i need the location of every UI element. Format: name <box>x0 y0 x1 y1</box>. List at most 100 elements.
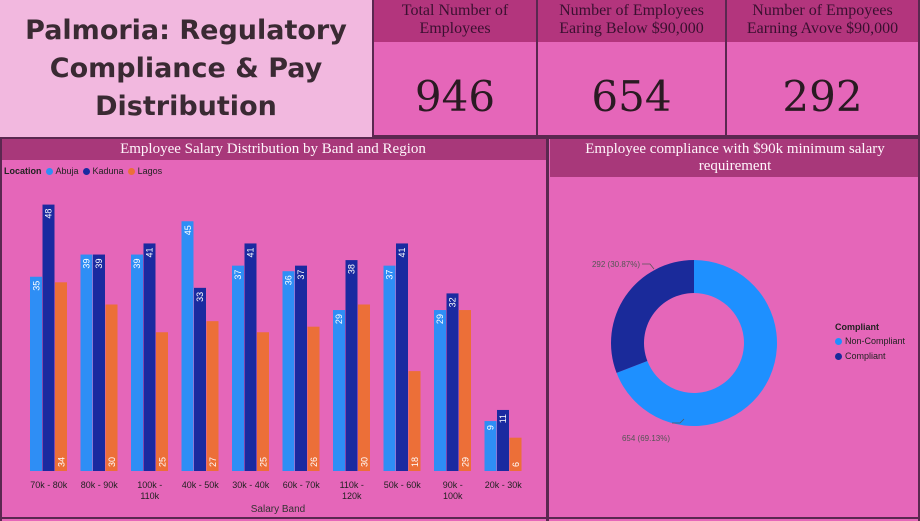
donut-legend-title: Compliant <box>835 322 879 332</box>
bar-value-label: 37 <box>296 270 306 280</box>
donut-slice-compliant <box>611 260 694 373</box>
legend-dot-abuja <box>45 167 53 175</box>
kpi-value: 946 <box>414 72 496 121</box>
bar-kaduna <box>244 243 257 471</box>
bar-value-label: 39 <box>94 259 104 269</box>
bar-abuja <box>282 271 295 471</box>
bar-value-label: 39 <box>82 259 92 269</box>
legend-label-compliant: Compliant <box>845 351 886 361</box>
donut-legend-item: Non-Compliant <box>835 336 905 346</box>
dashboard-title-panel: Palmoria: Regulatory Compliance & Pay Di… <box>0 0 372 137</box>
bar-abuja <box>181 221 194 471</box>
x-tick-label: 80k - 90k <box>81 480 119 490</box>
bar-value-label: 41 <box>145 247 155 257</box>
bar-kaduna <box>446 293 459 471</box>
bar-value-label: 29 <box>334 314 344 324</box>
donut-chart-title: Employee compliance with $90k minimum sa… <box>550 139 920 177</box>
divider <box>0 137 2 521</box>
bar-value-label: 29 <box>435 314 445 324</box>
bar-value-label: 30 <box>107 457 117 467</box>
divider <box>546 137 549 521</box>
legend-dot-kaduna <box>82 167 90 175</box>
legend-label-abuja: Abuja <box>55 166 79 176</box>
bar-abuja <box>131 254 143 471</box>
bar-value-label: 35 <box>31 281 41 291</box>
x-tick-label: 20k - 30k <box>485 480 523 490</box>
bar-lagos <box>459 310 471 471</box>
x-tick-label: 30k - 40k <box>232 480 270 490</box>
bar-lagos <box>509 437 522 471</box>
x-tick-label: 40k - 50k <box>182 480 220 490</box>
bar-value-label: 6 <box>511 462 521 467</box>
bar-value-label: 18 <box>410 457 420 467</box>
legend-dot-lagos <box>127 167 135 175</box>
bar-chart-legend: Location Abuja Kaduna Lagos <box>4 166 162 176</box>
legend-label-lagos: Lagos <box>137 166 163 176</box>
divider <box>0 137 920 139</box>
bar-kaduna <box>143 243 156 471</box>
x-tick-label: 90k - <box>443 480 463 490</box>
kpi-value: 654 <box>591 72 672 121</box>
kpi-card-below-90k: Number of Employees Earing Below $90,000… <box>536 0 727 137</box>
bar-value-label: 37 <box>233 270 243 280</box>
bar-value-label: 34 <box>56 457 66 467</box>
kpi-label: Number of Employees Earing Below $90,000 <box>538 0 725 42</box>
bar-lagos <box>156 332 168 471</box>
bar-value-label: 41 <box>246 247 256 257</box>
bar-value-label: 33 <box>195 292 205 302</box>
divider <box>918 137 920 521</box>
bar-value-label: 41 <box>397 247 407 257</box>
donut-data-label: 292 (30.87%) <box>592 260 640 269</box>
bar-lagos <box>257 332 269 471</box>
bar-value-label: 26 <box>309 457 319 467</box>
legend-dot-noncompliant <box>835 337 842 345</box>
bar-lagos <box>358 304 370 471</box>
bar-lagos <box>105 304 118 471</box>
x-tick-label: 110k <box>140 491 159 501</box>
bar-abuja <box>383 265 396 471</box>
bar-lagos <box>307 326 320 471</box>
bar-chart-title: Employee Salary Distribution by Band and… <box>0 139 546 160</box>
legend-label-kaduna: Kaduna <box>92 166 124 176</box>
bar-kaduna <box>497 409 509 471</box>
kpi-card-above-90k: Number of Empoyees Earning Avove $90,000… <box>725 0 920 137</box>
bar-value-label: 30 <box>359 457 369 467</box>
bar-abuja <box>30 276 42 471</box>
bar-abuja <box>80 254 93 471</box>
x-tick-label: 60k - 70k <box>283 480 321 490</box>
bar-abuja <box>333 310 345 471</box>
x-axis-label: Salary Band <box>251 504 305 515</box>
bar-value-label: 25 <box>157 457 167 467</box>
bar-value-label: 25 <box>258 457 268 467</box>
donut-chart: 292 (30.87%) 654 (69.13%) <box>592 260 777 443</box>
bar-value-label: 39 <box>132 259 142 269</box>
x-tick-label: 50k - 60k <box>384 480 422 490</box>
kpi-label: Number of Empoyees Earning Avove $90,000 <box>727 0 918 42</box>
bar-kaduna <box>93 254 105 471</box>
donut-legend: Compliant Non-Compliant Compliant <box>835 322 905 361</box>
bar-abuja <box>232 265 244 471</box>
bar-value-label: 27 <box>208 457 218 467</box>
bar-value-label: 11 <box>498 414 508 423</box>
bar-value-label: 36 <box>284 275 294 285</box>
bar-value-label: 32 <box>448 297 458 307</box>
bar-value-label: 9 <box>486 425 496 430</box>
donut-slice-non-compliant <box>616 260 777 426</box>
leader-line <box>672 418 685 424</box>
kpi-card-total: Total Number of Employees 946 <box>372 0 538 137</box>
bar-value-label: 48 <box>44 209 54 219</box>
kpi-value: 292 <box>782 72 863 121</box>
bar-kaduna <box>345 260 358 471</box>
bar-lagos <box>408 371 421 471</box>
bar-abuja <box>434 310 446 471</box>
bar-lagos <box>206 321 219 471</box>
bar-kaduna <box>396 243 408 471</box>
divider <box>0 517 920 519</box>
bar-abuja <box>484 421 497 471</box>
leader-line <box>642 263 655 270</box>
legend-label-noncompliant: Non-Compliant <box>845 336 906 346</box>
x-tick-label: 70k - 80k <box>30 480 68 490</box>
x-tick-label: 110k - <box>340 480 364 490</box>
kpi-label: Total Number of Employees <box>374 0 536 42</box>
